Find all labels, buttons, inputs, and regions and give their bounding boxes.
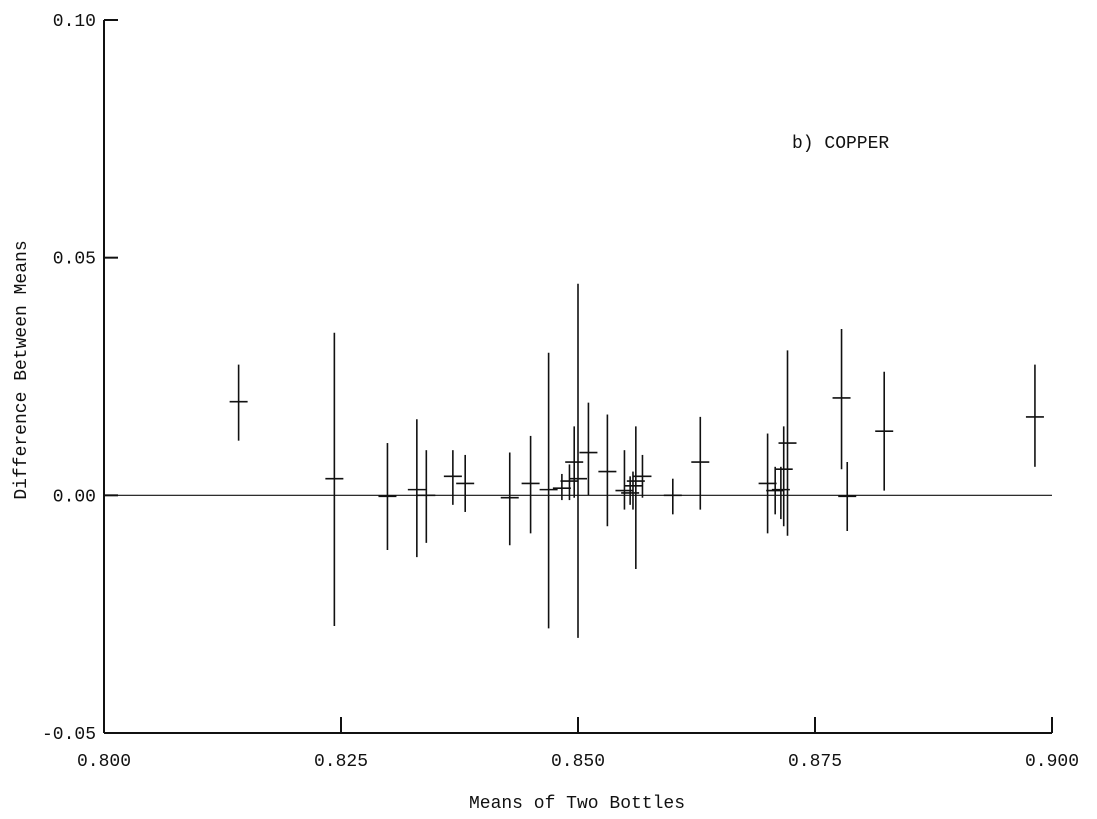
x-tick-label: 0.900 [1025, 752, 1079, 772]
data-point [774, 426, 793, 527]
data-point [1025, 364, 1044, 467]
data-point [456, 454, 475, 512]
x-tick-label: 0.800 [77, 752, 131, 772]
data-point [565, 426, 584, 498]
plot-marks [104, 283, 1052, 638]
y-tick-label: 0.00 [53, 487, 96, 507]
data-point [443, 450, 462, 505]
data-point [633, 454, 652, 498]
data-point [758, 433, 777, 534]
data-point [521, 435, 540, 534]
data-point [229, 364, 248, 441]
y-tick-label: 0.10 [53, 12, 96, 32]
data-point [500, 452, 519, 546]
data-point [579, 402, 598, 496]
chart-annotation: b) COPPER [792, 134, 889, 154]
data-point [325, 332, 344, 627]
data-point [407, 419, 426, 558]
data-point [417, 450, 436, 543]
data-point [663, 478, 682, 515]
plot-axes: 0.800 0.825 0.850 0.875 0.900 -0.05 0.00 0.05 0.… [42, 12, 1079, 772]
data-point [598, 414, 617, 527]
x-tick-label: 0.850 [551, 752, 605, 772]
data-point [778, 350, 797, 536]
y-tick-label: -0.05 [42, 725, 96, 745]
x-tick-label: 0.875 [788, 752, 842, 772]
x-tick-label: 0.825 [314, 752, 368, 772]
y-axis-label: Difference Between Means [12, 240, 32, 499]
y-tick-label: 0.05 [53, 250, 96, 270]
data-point [875, 371, 894, 491]
data-point [569, 283, 587, 638]
data-point [560, 464, 579, 501]
data-point [838, 462, 857, 531]
data-point [539, 352, 558, 629]
data-point [691, 416, 710, 510]
x-axis-label: Means of Two Bottles [469, 794, 685, 814]
data-point [552, 473, 571, 501]
data-point [832, 328, 851, 470]
data-point [623, 471, 642, 510]
data-point [378, 443, 397, 550]
